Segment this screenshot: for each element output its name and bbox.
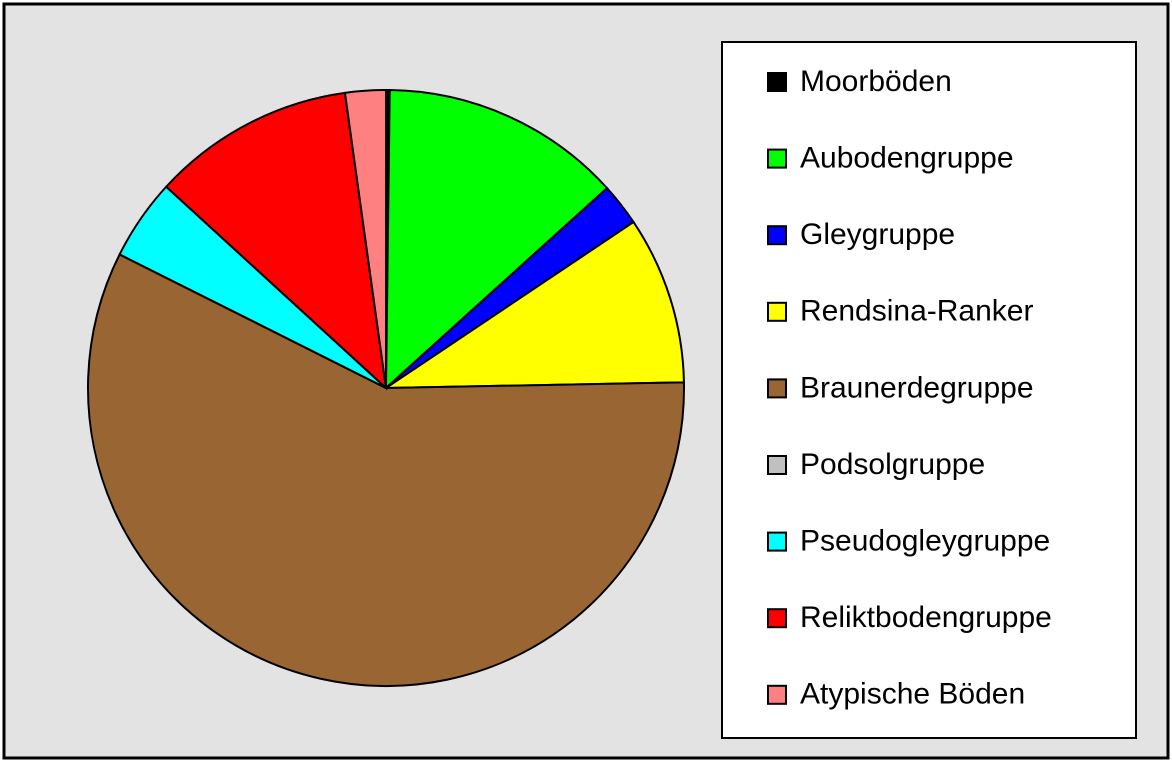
legend-swatch xyxy=(767,72,787,92)
legend-swatch xyxy=(767,608,787,629)
legend-swatch xyxy=(767,225,787,246)
pie-slice xyxy=(164,91,388,391)
legend-label: Gleygruppe xyxy=(800,218,955,251)
legend-label: Rendsina-Ranker xyxy=(800,295,1033,328)
pie-slice xyxy=(343,88,387,389)
legend-label: Moorböden xyxy=(800,65,952,98)
legend-swatch xyxy=(767,148,787,169)
legend-swatch xyxy=(767,301,787,322)
legend-swatch xyxy=(767,531,787,552)
pie-slice xyxy=(384,89,609,391)
legend-swatch xyxy=(767,378,787,399)
legend-swatch xyxy=(767,455,787,475)
pie-slice xyxy=(382,220,685,390)
legend-label: Podsolgruppe xyxy=(800,448,985,481)
legend-label: Aubodengruppe xyxy=(800,142,1014,175)
legend-swatch xyxy=(767,684,787,705)
legend-label: Reliktbodengruppe xyxy=(800,601,1052,634)
legend-label: Pseudogleygruppe xyxy=(800,525,1050,558)
legend-box xyxy=(721,41,1137,739)
legend-label: Atypische Böden xyxy=(800,678,1025,711)
pie-slice xyxy=(87,253,685,687)
legend-label: Braunerdegruppe xyxy=(800,371,1034,404)
